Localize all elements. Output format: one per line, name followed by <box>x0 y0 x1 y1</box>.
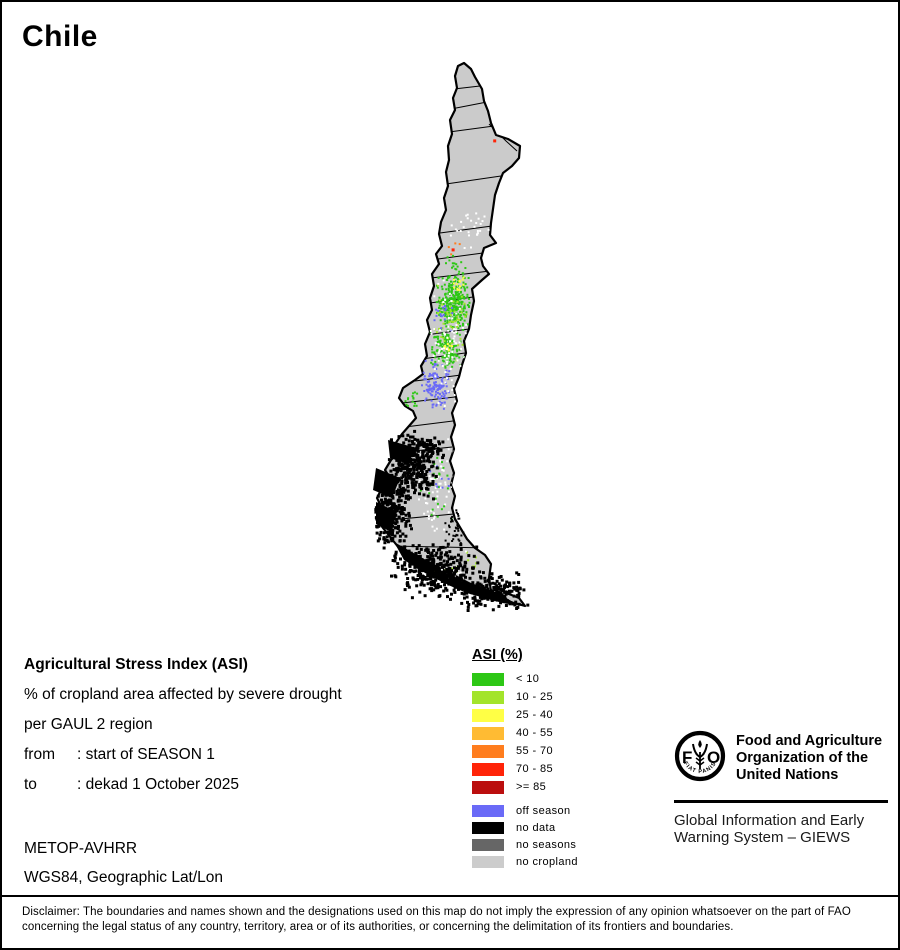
fao-org-line: Organization of the <box>736 750 869 766</box>
legend-label: 10 - 25 <box>516 691 554 703</box>
legend-row: 10 - 25 <box>472 688 578 706</box>
legend-swatch <box>472 855 504 868</box>
legend-swatch <box>472 804 504 817</box>
from-label: from <box>24 746 55 763</box>
legend-swatch <box>472 744 504 758</box>
fao-divider <box>674 800 888 803</box>
legend-swatch <box>472 690 504 704</box>
projection-name: WGS84, Geographic Lat/Lon <box>24 869 224 886</box>
legend-row: no seasons <box>472 836 578 853</box>
legend-swatch <box>472 726 504 740</box>
legend-row: >= 85 <box>472 778 578 796</box>
fao-logo-letter-f: F <box>682 748 692 767</box>
legend-row: 25 - 40 <box>472 706 578 724</box>
sensor-name: METOP-AVHRR <box>24 840 138 857</box>
legend-title: ASI (%) <box>472 647 523 663</box>
asi-legend: ASI (%) < 10 10 - 25 25 - 40 40 - 55 55 - 70… <box>472 647 578 870</box>
disclaimer-line: concerning the legal status of any count… <box>22 921 734 933</box>
fao-logo-letter-o: O <box>707 748 720 767</box>
legend-row: 40 - 55 <box>472 724 578 742</box>
legend-row: 70 - 85 <box>472 760 578 778</box>
legend-label: no cropland <box>516 855 578 868</box>
fao-org-line: United Nations <box>736 767 839 783</box>
fao-branding: F O FIAT PANIS Food and Agriculture Orga… <box>674 730 888 846</box>
legend-label: < 10 <box>516 673 540 685</box>
map-speckles-nodata <box>374 429 530 612</box>
legend-label: 40 - 55 <box>516 727 554 739</box>
legend-swatch <box>472 708 504 722</box>
chile-outline <box>374 61 527 608</box>
legend-label: no data <box>516 821 556 834</box>
to-value: : dekad 1 October 2025 <box>77 776 240 793</box>
disclaimer-divider <box>2 895 898 897</box>
legend-label: 55 - 70 <box>516 745 554 757</box>
period-to: to : dekad 1 October 2025 <box>24 770 342 800</box>
fao-logo-icon: F O FIAT PANIS <box>674 730 726 782</box>
giews-line: Global Information and Early <box>674 812 865 829</box>
page-title: Chile <box>22 20 98 53</box>
period-from: from : start of SEASON 1 <box>24 740 342 770</box>
legend-label: 70 - 85 <box>516 763 554 775</box>
asi-heading: Agricultural Stress Index (ASI) <box>24 656 248 673</box>
legend-swatch <box>472 672 504 686</box>
legend-class-rows: < 10 10 - 25 25 - 40 40 - 55 55 - 70 70 - 85 >… <box>472 670 578 796</box>
legend-label: no seasons <box>516 838 577 851</box>
legend-extra-rows: off season no data no seasons no cropland <box>472 802 578 870</box>
legend-swatch <box>472 762 504 776</box>
disclaimer-line: Disclaimer: The boundaries and names sho… <box>22 906 851 918</box>
sensor-block: METOP-AVHRR WGS84, Geographic Lat/Lon <box>24 834 223 892</box>
legend-row: < 10 <box>472 670 578 688</box>
legend-label: >= 85 <box>516 781 547 793</box>
giews-name: Global Information and Early Warning Sys… <box>674 812 888 846</box>
legend-label: 25 - 40 <box>516 709 554 721</box>
legend-swatch <box>472 780 504 794</box>
fao-org-line: Food and Agriculture <box>736 733 883 749</box>
disclaimer-text: Disclaimer: The boundaries and names sho… <box>22 905 890 935</box>
fao-org-name: Food and Agriculture Organization of the… <box>736 730 882 784</box>
from-value: : start of SEASON 1 <box>77 746 215 763</box>
asi-description-line2: per GAUL 2 region <box>24 716 153 733</box>
legend-label: off season <box>516 804 571 817</box>
giews-line: Warning System – GIEWS <box>674 829 851 846</box>
asi-info-block: Agricultural Stress Index (ASI) % of cro… <box>24 650 342 800</box>
wheat-spikes-icon <box>695 753 705 766</box>
asi-description-line1: % of cropland area affected by severe dr… <box>24 686 342 703</box>
legend-row: off season <box>472 802 578 819</box>
legend-swatch <box>472 838 504 851</box>
wheat-drop-icon <box>698 740 702 748</box>
to-label: to <box>24 776 37 793</box>
legend-row: no cropland <box>472 853 578 870</box>
legend-row: no data <box>472 819 578 836</box>
legend-swatch <box>472 821 504 834</box>
legend-row: 55 - 70 <box>472 742 578 760</box>
